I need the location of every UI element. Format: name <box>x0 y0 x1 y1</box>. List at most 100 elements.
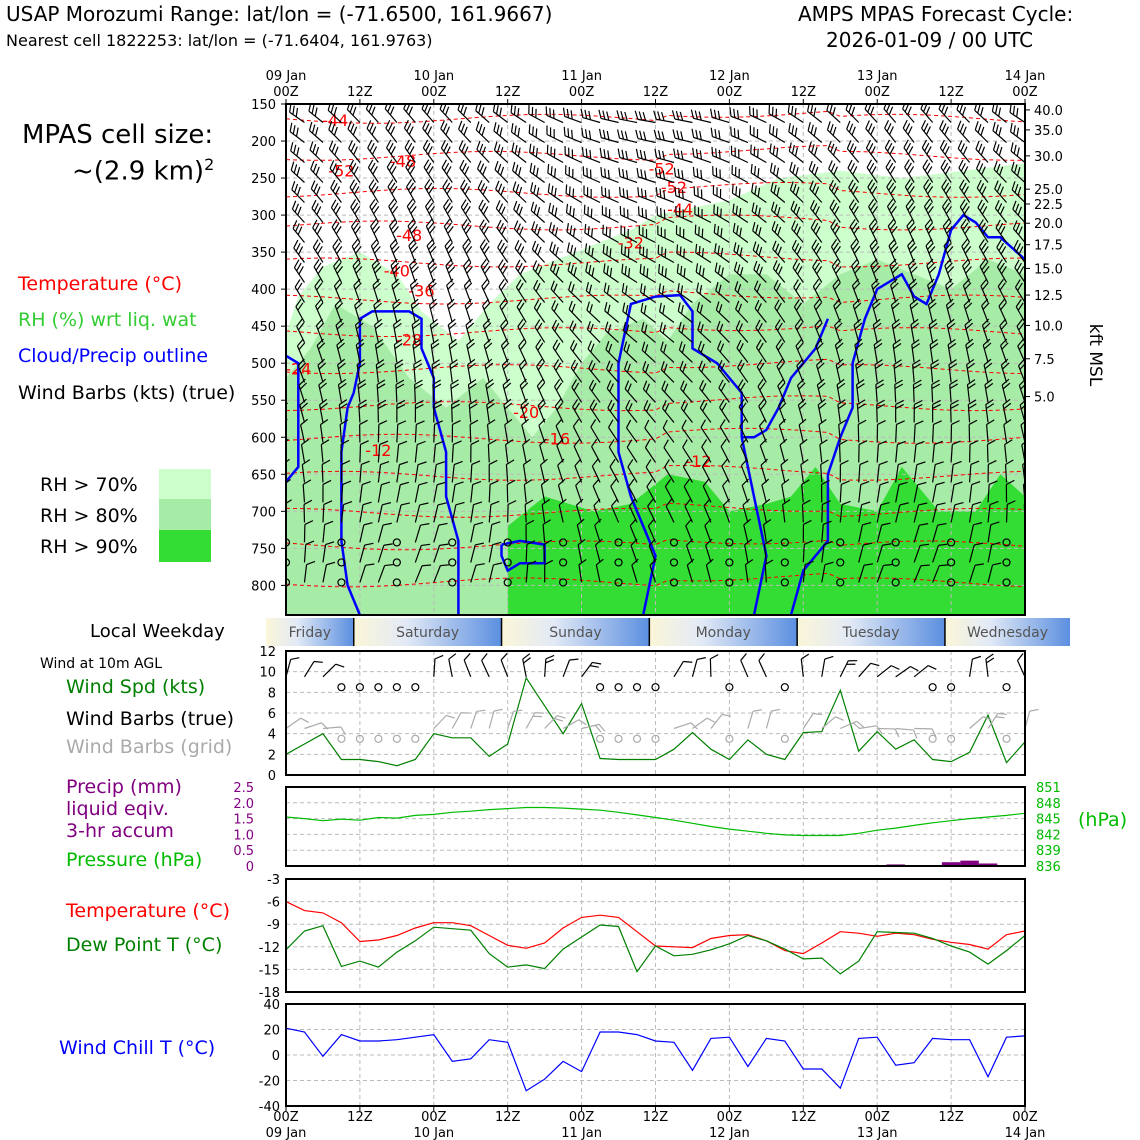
barb-flag <box>642 361 647 370</box>
barb-staff <box>876 504 882 523</box>
barb-flag <box>648 538 656 546</box>
barb-flag <box>389 238 397 247</box>
barb-flag <box>569 205 572 215</box>
barb-flag <box>446 262 454 270</box>
wind-barb <box>756 359 767 383</box>
wind-barb <box>373 298 382 323</box>
wind-barb <box>712 166 730 184</box>
barb-flag <box>484 266 491 274</box>
barb-staff <box>531 248 546 263</box>
barb-flag <box>529 143 532 153</box>
barb-flag <box>643 131 647 141</box>
barb-flag <box>738 399 745 408</box>
wind-barb <box>649 558 657 583</box>
barb-staff <box>884 127 897 143</box>
barb-staff <box>322 564 327 583</box>
barb-flag <box>850 238 857 247</box>
barb-flag <box>330 199 337 208</box>
wind-barb <box>705 538 713 563</box>
barb-flag <box>356 358 365 366</box>
barb-flag <box>499 107 502 117</box>
barb-flag <box>824 655 834 660</box>
barb-staff <box>548 230 564 243</box>
barb-flag <box>647 498 654 507</box>
barb-flag <box>983 322 991 330</box>
barb-flag <box>959 104 964 113</box>
barb-flag <box>734 147 736 157</box>
barb-staff <box>755 347 767 363</box>
calm-circle <box>559 538 568 547</box>
wind-barb <box>327 104 342 123</box>
barb-flag <box>444 202 452 211</box>
wind-barb <box>929 339 939 363</box>
barb-staff <box>712 174 730 184</box>
barb-staff <box>356 364 361 383</box>
barb-flag <box>793 299 800 308</box>
wind-barb <box>876 440 887 463</box>
wind-barb <box>578 558 587 583</box>
barb-staff <box>377 464 382 483</box>
barb-flag <box>555 266 560 276</box>
barb-flag <box>792 184 797 193</box>
barb-staff <box>405 166 416 183</box>
barb-staff <box>309 149 324 163</box>
wind-barb <box>359 542 374 563</box>
barb-flag <box>994 200 1000 209</box>
barb-flag <box>978 219 984 228</box>
barb-staff <box>320 444 324 463</box>
wind-barb <box>532 260 546 283</box>
barb-flag <box>543 539 553 545</box>
wind-barb <box>1009 122 1025 143</box>
barb-flag <box>463 258 470 267</box>
barb-flag <box>619 206 622 216</box>
wind-barb <box>301 459 311 483</box>
barb-flag <box>712 166 714 176</box>
barb-flag <box>912 359 921 366</box>
wind-barb <box>433 564 450 583</box>
wind-barb <box>1004 439 1013 463</box>
barb-flag <box>358 399 367 406</box>
wind-barb <box>894 379 904 403</box>
barb-flag <box>623 341 628 351</box>
barb-staff <box>396 464 401 483</box>
barb-flag <box>554 398 562 407</box>
wind-barb <box>328 140 342 163</box>
barb-flag <box>795 282 802 291</box>
barb-staff <box>659 311 675 323</box>
barb-flag <box>758 246 763 256</box>
wind-barb <box>610 498 620 523</box>
barb-flag <box>981 186 987 195</box>
barb-staff <box>464 305 472 323</box>
wind-barb <box>565 184 582 204</box>
barb-staff <box>595 564 601 583</box>
wind-barb <box>631 558 639 583</box>
barb-flag <box>1016 127 1020 137</box>
barb-staff <box>734 289 749 303</box>
wind-barb <box>735 320 749 343</box>
barb-flag <box>622 321 627 331</box>
wind-barb <box>999 338 1009 363</box>
barb-staff <box>836 384 841 403</box>
wind-barb <box>815 358 825 383</box>
barb-staff <box>992 130 1007 143</box>
wind-barb <box>889 258 900 283</box>
legend-wind-spd: Wind Spd (kts) <box>66 676 206 698</box>
barb-flag <box>811 163 816 173</box>
barb-flag <box>868 162 875 172</box>
barb-staff <box>539 464 546 483</box>
barb-flag <box>770 182 774 192</box>
barb-flag <box>644 189 647 199</box>
barb-flag <box>1006 500 1016 505</box>
barb-flag <box>756 109 758 119</box>
wind-barb <box>759 438 767 463</box>
barb-flag <box>315 298 322 307</box>
barb-flag <box>587 206 589 216</box>
barb-staff <box>876 484 881 503</box>
barb-flag <box>644 170 647 180</box>
wind-barb <box>1004 459 1014 483</box>
wind-barb <box>598 128 619 144</box>
barb-staff <box>376 384 379 403</box>
barb-flag <box>860 480 870 486</box>
barb-staff <box>932 524 939 543</box>
barb-staff <box>714 270 730 283</box>
